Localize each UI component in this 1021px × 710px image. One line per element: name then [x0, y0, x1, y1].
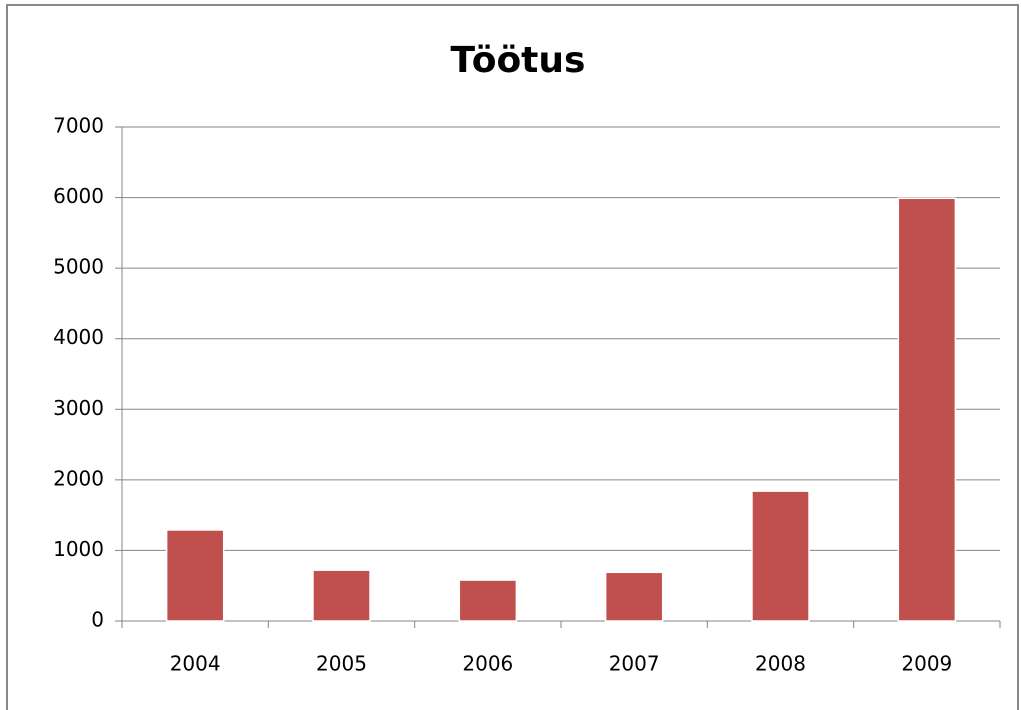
y-tick-label: 5000	[53, 255, 104, 279]
bar	[897, 197, 957, 622]
chart-title: Töötus	[451, 40, 586, 81]
x-tick-label: 2007	[609, 652, 660, 676]
y-tick-label: 3000	[53, 396, 104, 420]
bar	[458, 579, 518, 622]
y-tick-label: 4000	[53, 325, 104, 349]
y-tick-label: 1000	[53, 537, 104, 561]
x-tick-label: 2006	[462, 652, 513, 676]
bar	[312, 569, 371, 622]
x-tick-label: 2005	[316, 652, 367, 676]
y-tick-label: 0	[91, 608, 104, 632]
bar	[751, 490, 810, 622]
bar	[604, 571, 664, 622]
y-tick-label: 6000	[53, 184, 104, 208]
y-tick-label: 7000	[53, 114, 104, 138]
bar	[165, 529, 225, 622]
x-tick-label: 2008	[755, 652, 806, 676]
x-tick-label: 2009	[901, 652, 952, 676]
x-tick-label: 2004	[170, 652, 221, 676]
y-tick-label: 2000	[53, 466, 104, 490]
